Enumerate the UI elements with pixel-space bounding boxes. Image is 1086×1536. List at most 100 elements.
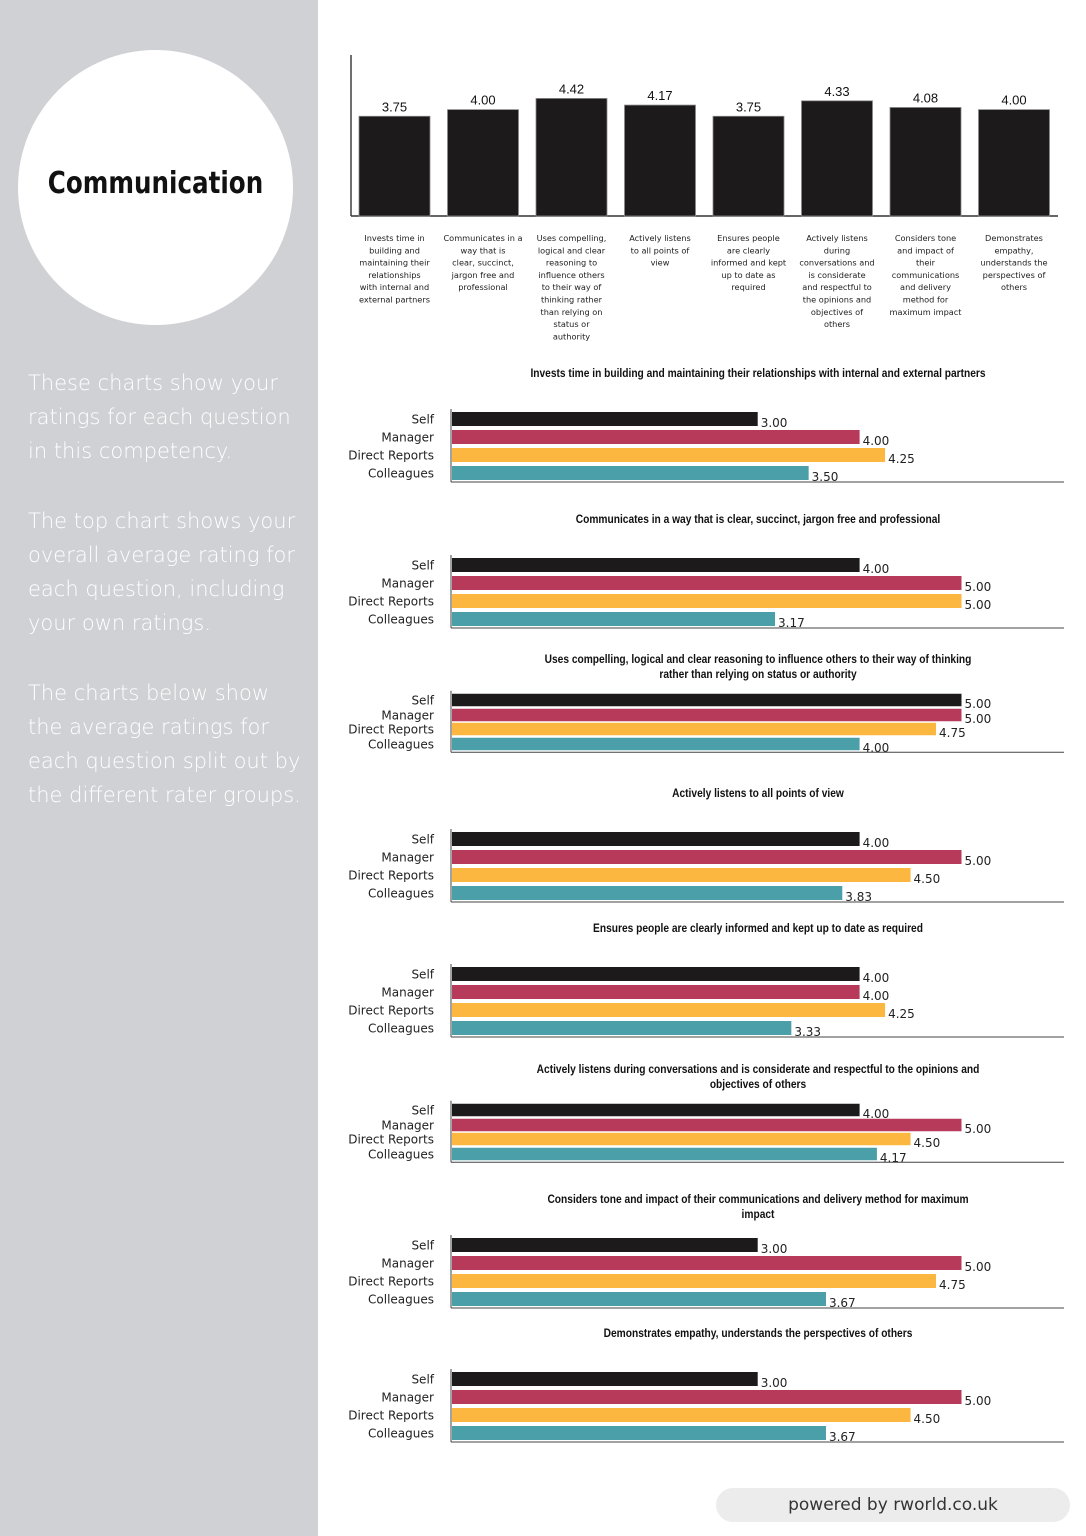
overall-bar-value-label: 3.75 bbox=[382, 99, 407, 114]
rater-bar bbox=[452, 594, 962, 608]
rater-bar-value-label: 3.67 bbox=[829, 1296, 856, 1310]
rater-bar-value-label: 3.67 bbox=[829, 1430, 856, 1444]
rater-group-label: Colleagues bbox=[368, 1022, 434, 1036]
rater-group-label: Colleagues bbox=[368, 1427, 434, 1441]
rater-bar bbox=[452, 1118, 962, 1132]
rater-bar-value-label: 5.00 bbox=[965, 697, 992, 711]
rater-group-label: Self bbox=[411, 1104, 434, 1118]
rater-group-label: Self bbox=[411, 413, 434, 427]
rater-group-label: Colleagues bbox=[368, 613, 434, 627]
rater-bar-value-label: 4.00 bbox=[863, 971, 890, 985]
overall-category-label: Actively listens during conversations and i… bbox=[799, 233, 874, 329]
rater-bar-value-label: 4.17 bbox=[880, 1151, 907, 1165]
intro-paragraph-2: The top chart shows your overall average… bbox=[28, 509, 296, 635]
question-title: Invests time in building and maintaining… bbox=[530, 366, 986, 380]
rater-group-label: Self bbox=[411, 833, 434, 847]
powered-by-link[interactable]: powered by rworld.co.uk bbox=[788, 1495, 998, 1515]
overall-bar bbox=[535, 98, 608, 217]
overall-bar bbox=[978, 109, 1050, 217]
question-title: Actively listens during conversations an… bbox=[536, 1062, 980, 1091]
rater-group-label: Colleagues bbox=[368, 1293, 434, 1307]
rater-group-label: Colleagues bbox=[368, 738, 434, 752]
overall-bar bbox=[358, 115, 431, 217]
rater-group-label: Direct Reports bbox=[348, 1275, 434, 1289]
rater-bar-value-label: 4.00 bbox=[863, 989, 890, 1003]
overall-category-label: Ensures people are clearly informed and ke… bbox=[711, 233, 787, 292]
rater-group-label: Direct Reports bbox=[348, 595, 434, 609]
rater-bar bbox=[452, 886, 843, 900]
rater-group-label: Self bbox=[411, 1239, 434, 1253]
rater-bar bbox=[452, 1238, 758, 1252]
overall-bar-value-label: 4.17 bbox=[647, 88, 672, 103]
rater-bar-value-label: 4.00 bbox=[863, 741, 890, 755]
question-title: Demonstrates empathy, understands the pe… bbox=[603, 1326, 913, 1340]
rater-group-label: Manager bbox=[381, 577, 434, 591]
rater-group-label: Manager bbox=[381, 1391, 434, 1405]
rater-group-label: Colleagues bbox=[368, 887, 434, 901]
overall-category-label: Actively listens to all points of view bbox=[629, 233, 691, 268]
question-group-chart: Self 4.00 Manager 5.00 Direct Reports 5.00 Col… bbox=[348, 555, 1064, 630]
rater-bar-value-label: 3.50 bbox=[812, 470, 839, 484]
rater-bar-value-label: 4.75 bbox=[939, 1278, 966, 1292]
rater-bar bbox=[452, 708, 962, 722]
rater-bar bbox=[452, 1274, 937, 1288]
rater-bar-value-label: 4.50 bbox=[914, 1412, 941, 1426]
rater-bar bbox=[452, 1256, 962, 1270]
rater-bar-value-label: 4.25 bbox=[888, 1007, 915, 1021]
rater-group-label: Self bbox=[411, 968, 434, 982]
rater-bar-value-label: 5.00 bbox=[965, 854, 992, 868]
rater-bar-value-label: 3.00 bbox=[761, 416, 788, 430]
rater-bar bbox=[452, 832, 860, 846]
rater-group-label: Direct Reports bbox=[348, 869, 434, 883]
overall-category-label: Communicates in a way that is clear, succi… bbox=[443, 233, 522, 292]
rater-group-label: Manager bbox=[381, 851, 434, 865]
rater-bar bbox=[452, 1103, 860, 1117]
rater-bar-value-label: 3.33 bbox=[794, 1025, 821, 1039]
rater-bar bbox=[452, 850, 962, 864]
rater-bar-value-label: 5.00 bbox=[965, 1122, 992, 1136]
rater-bar bbox=[452, 1021, 792, 1035]
title-circle bbox=[18, 50, 293, 325]
rater-bar bbox=[452, 693, 962, 707]
rater-bar bbox=[452, 412, 758, 426]
question-title: Uses compelling, logical and clear reaso… bbox=[544, 652, 972, 681]
rater-group-label: Self bbox=[411, 694, 434, 708]
overall-bar-value-label: 4.00 bbox=[470, 93, 495, 108]
rater-bar-value-label: 3.00 bbox=[761, 1242, 788, 1256]
overall-bar-value-label: 4.42 bbox=[559, 81, 584, 96]
rater-bar bbox=[452, 576, 962, 590]
rater-bar-value-label: 4.50 bbox=[914, 872, 941, 886]
rater-bar bbox=[452, 558, 860, 572]
footer-pill bbox=[716, 1488, 1070, 1522]
rater-group-label: Direct Reports bbox=[348, 723, 434, 737]
rater-bar bbox=[452, 466, 809, 480]
rater-bar bbox=[452, 1390, 962, 1404]
overall-bar bbox=[889, 107, 962, 217]
rater-bar bbox=[452, 985, 860, 999]
rater-bar bbox=[452, 1408, 911, 1422]
question-group-chart: Self 3.00 Manager 5.00 Direct Reports 4.50 Col… bbox=[348, 1369, 1064, 1444]
rater-bar-value-label: 3.83 bbox=[845, 890, 872, 904]
question-title: Communicates in a way that is clear, suc… bbox=[575, 512, 941, 526]
overall-bar-value-label: 3.75 bbox=[736, 99, 761, 114]
rater-bar-value-label: 3.00 bbox=[761, 1376, 788, 1390]
rater-bar-value-label: 4.50 bbox=[914, 1136, 941, 1150]
rater-bar-value-label: 5.00 bbox=[965, 598, 992, 612]
overall-bar bbox=[801, 100, 873, 217]
competency-title: Communication bbox=[47, 166, 264, 201]
rater-group-label: Self bbox=[411, 1373, 434, 1387]
rater-bar bbox=[452, 1147, 877, 1161]
question-group-chart: Self 5.00 Manager 5.00 Direct Reports 4.75 Col… bbox=[348, 690, 1064, 755]
rater-group-label: Colleagues bbox=[368, 1148, 434, 1162]
rater-bar bbox=[452, 1003, 886, 1017]
rater-group-label: Direct Reports bbox=[348, 1409, 434, 1423]
overall-bar-value-label: 4.33 bbox=[824, 84, 849, 99]
rater-bar bbox=[452, 737, 860, 751]
rater-group-label: Direct Reports bbox=[348, 1004, 434, 1018]
overall-bar bbox=[447, 109, 519, 217]
question-group-chart: Self 3.00 Manager 5.00 Direct Reports 4.75 Col… bbox=[348, 1235, 1064, 1310]
rater-group-label: Direct Reports bbox=[348, 1133, 434, 1147]
rater-bar bbox=[452, 1292, 826, 1306]
intro-paragraph-3: The charts below show the average rating… bbox=[28, 681, 301, 807]
question-group-chart: Self 4.00 Manager 4.00 Direct Reports 4.25 Col… bbox=[348, 964, 1064, 1039]
